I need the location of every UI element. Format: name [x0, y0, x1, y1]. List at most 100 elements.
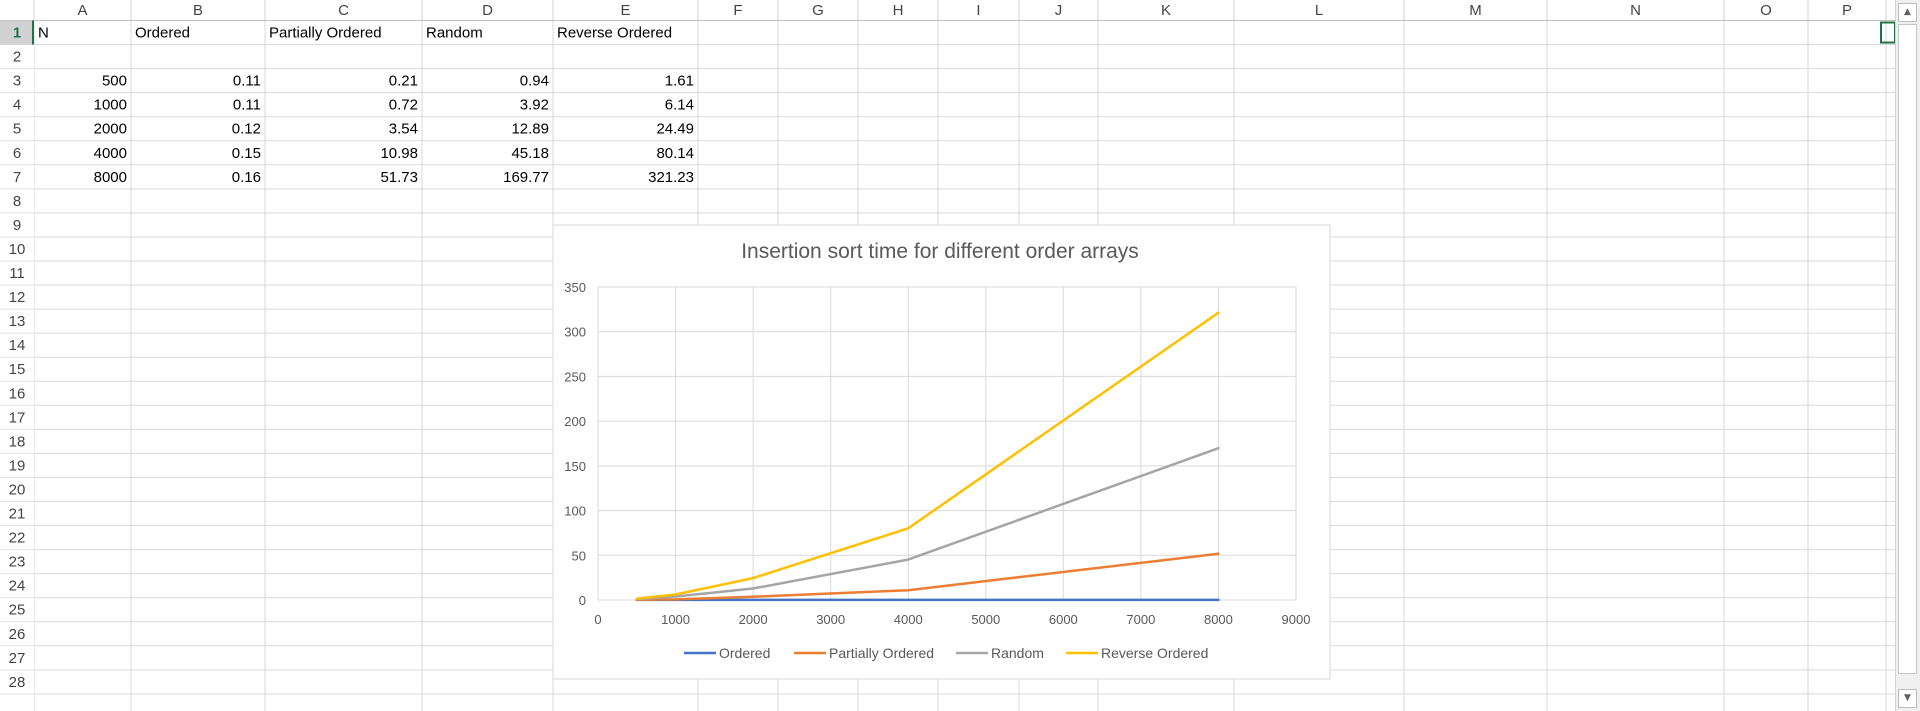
row-header-13[interactable]: 13	[9, 313, 26, 330]
scroll-down-icon[interactable]: ▼	[1898, 689, 1917, 708]
row-header-6[interactable]: 6	[13, 145, 21, 162]
row-header-12[interactable]: 12	[9, 289, 26, 306]
legend-label[interactable]: Ordered	[719, 645, 770, 661]
row-header-11[interactable]: 11	[9, 265, 25, 282]
cell-value[interactable]: 169.77	[503, 169, 549, 186]
chart[interactable]: Insertion sort time for different order …	[552, 224, 1331, 680]
column-header-i[interactable]: I	[976, 2, 980, 19]
cell-value[interactable]: 0.11	[233, 73, 261, 90]
row-header-23[interactable]: 23	[9, 554, 26, 571]
cell-value[interactable]: 80.14	[656, 145, 694, 162]
cell-value[interactable]: 0.72	[389, 97, 418, 114]
row-header-1[interactable]: 1	[13, 25, 21, 42]
row-header-14[interactable]: 14	[9, 337, 26, 354]
y-tick-label: 50	[572, 548, 586, 563]
row-header-4[interactable]: 4	[13, 97, 21, 114]
column-header-o[interactable]: O	[1760, 2, 1772, 19]
cell-value[interactable]: 8000	[94, 169, 127, 186]
row-header-26[interactable]: 26	[9, 626, 26, 643]
column-header-e[interactable]: E	[620, 2, 630, 19]
cell-value[interactable]: 0.16	[232, 169, 261, 186]
cell-value[interactable]: 321.23	[648, 169, 694, 186]
legend-label[interactable]: Reverse Ordered	[1101, 645, 1208, 661]
row-header-2[interactable]: 2	[13, 49, 21, 66]
cell-value[interactable]: 3.92	[520, 97, 549, 114]
cell-value[interactable]: 10.98	[380, 145, 418, 162]
y-tick-label: 200	[564, 414, 586, 429]
column-header-bar	[0, 0, 1895, 21]
column-header-p[interactable]: P	[1842, 2, 1852, 19]
legend-label[interactable]: Partially Ordered	[829, 645, 934, 661]
row-header-21[interactable]: 21	[9, 506, 26, 523]
y-tick-label: 0	[579, 593, 586, 608]
cell-header-2[interactable]: Ordered	[135, 25, 190, 42]
cell-value[interactable]: 0.15	[232, 145, 261, 162]
cell-header-3[interactable]: Partially Ordered	[269, 25, 382, 42]
row-header-27[interactable]: 27	[9, 650, 26, 667]
row-header-7[interactable]: 7	[13, 169, 21, 186]
y-tick-label: 300	[564, 325, 586, 340]
row-header-17[interactable]: 17	[9, 409, 26, 426]
cell-value[interactable]: 12.89	[511, 121, 549, 138]
chart-area[interactable]	[552, 224, 1331, 680]
row-header-20[interactable]: 20	[9, 481, 26, 498]
cell-header-4[interactable]: Random	[426, 25, 483, 42]
cell-value[interactable]: 0.11	[233, 97, 261, 114]
column-header-j[interactable]: J	[1055, 2, 1063, 19]
row-header-24[interactable]: 24	[9, 578, 26, 595]
cell-value[interactable]: 51.73	[380, 169, 418, 186]
row-header-9[interactable]: 9	[13, 217, 21, 234]
chart-title: Insertion sort time for different order …	[741, 240, 1139, 263]
y-tick-label: 100	[564, 504, 586, 519]
cells: N Ordered Partially Ordered Random Reverse O…	[38, 21, 1896, 186]
row-header-3[interactable]: 3	[13, 73, 21, 90]
legend-label[interactable]: Random	[991, 645, 1044, 661]
cell-value[interactable]: 2000	[94, 121, 127, 138]
column-header-b[interactable]: B	[193, 2, 203, 19]
column-header-f[interactable]: F	[733, 2, 742, 19]
column-header-k[interactable]: K	[1161, 2, 1171, 19]
column-header-h[interactable]: H	[893, 2, 904, 19]
column-header-d[interactable]: D	[482, 2, 493, 19]
column-header-c[interactable]: C	[338, 2, 349, 19]
scroll-thumb[interactable]	[1898, 24, 1917, 674]
column-header-g[interactable]: G	[812, 2, 824, 19]
cell-value[interactable]: 500	[102, 73, 127, 90]
row-header-selected-bg	[0, 20, 34, 45]
x-tick-label: 7000	[1126, 612, 1155, 627]
row-header-8[interactable]: 8	[13, 193, 21, 210]
cell-header-5[interactable]: Reverse Ordered	[557, 25, 672, 42]
cell-value[interactable]: 0.21	[389, 73, 418, 90]
select-all-corner[interactable]	[0, 0, 34, 21]
cell-value[interactable]: 1.61	[665, 73, 694, 90]
row-header-15[interactable]: 15	[9, 361, 26, 378]
row-header-28[interactable]: 28	[9, 674, 26, 691]
row-header-5[interactable]: 5	[13, 121, 21, 138]
cell-value[interactable]: 0.94	[520, 73, 549, 90]
row-header-18[interactable]: 18	[9, 433, 26, 450]
cell-value[interactable]: 1000	[94, 97, 127, 114]
row-header-22[interactable]: 22	[9, 530, 26, 547]
row-header-16[interactable]: 16	[9, 385, 26, 402]
cell-value[interactable]: 6.14	[665, 97, 694, 114]
row-header-25[interactable]: 25	[9, 602, 26, 619]
cell-value[interactable]: 0.12	[232, 121, 261, 138]
cell-value[interactable]: 3.54	[389, 121, 418, 138]
column-header-n[interactable]: N	[1630, 2, 1641, 19]
cell-value[interactable]: 24.49	[656, 121, 694, 138]
column-header-a[interactable]: A	[77, 2, 87, 19]
cell-value[interactable]: 4000	[94, 145, 127, 162]
cell-value[interactable]: 45.18	[511, 145, 549, 162]
y-tick-label: 150	[564, 459, 586, 474]
vertical-scrollbar[interactable]: ▲ ▼	[1895, 0, 1920, 711]
column-header-l[interactable]: L	[1315, 2, 1323, 19]
active-cell-indicator	[1880, 21, 1896, 44]
x-tick-label: 9000	[1282, 612, 1311, 627]
scroll-up-icon[interactable]: ▲	[1898, 3, 1917, 22]
row-header-10[interactable]: 10	[9, 241, 26, 258]
column-header-m[interactable]: M	[1469, 2, 1482, 19]
cell-header-1[interactable]: N	[38, 25, 49, 42]
row-header-19[interactable]: 19	[9, 457, 26, 474]
